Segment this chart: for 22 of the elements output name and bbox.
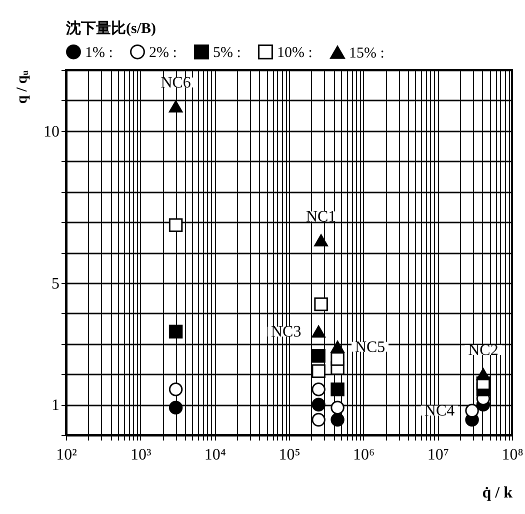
annotation: NC6	[160, 74, 191, 92]
annotation: NC3	[270, 324, 302, 341]
y-tick-label: 1	[52, 397, 60, 414]
legend-label: 1% :	[85, 44, 113, 61]
y-tick-label: 10	[44, 123, 60, 140]
x-tick-label: 10⁸	[502, 446, 524, 464]
x-tick-label: 10³	[130, 446, 152, 464]
annotation: NC1	[306, 208, 336, 226]
x-tick-label: 10⁶	[353, 446, 375, 464]
annotation: NC5	[354, 338, 386, 356]
x-tick-label: 10²	[56, 446, 78, 464]
legend-label: 5% :	[213, 44, 241, 61]
x-tick-label: 10⁴	[204, 446, 226, 464]
legend-title: 沈下量比(s/B)	[65, 20, 156, 37]
x-tick-label: 10⁵	[278, 446, 300, 464]
x-tick-label: 10⁷	[427, 446, 449, 464]
legend-label: 2% :	[149, 44, 177, 61]
legend-label: 10% :	[277, 44, 312, 61]
y-tick-label: 5	[52, 275, 60, 292]
legend-label: 15% :	[349, 45, 384, 62]
y-axis-title: q / qᵤ	[14, 70, 30, 104]
x-axis-title: q̇ / k	[482, 484, 513, 502]
